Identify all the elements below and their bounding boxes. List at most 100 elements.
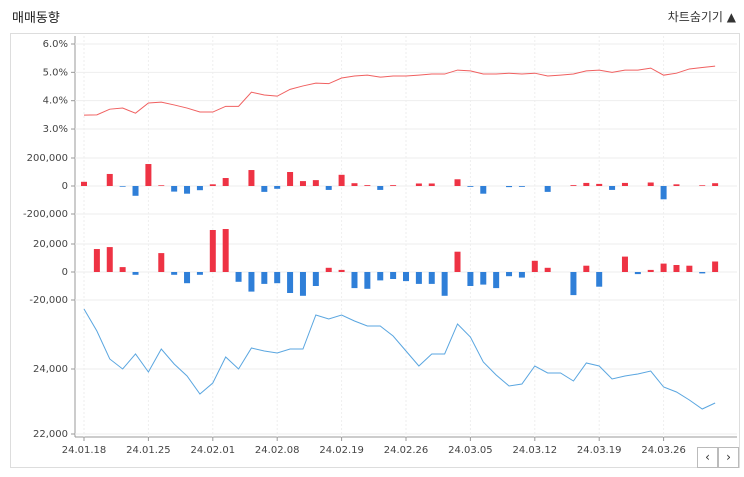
prev-button[interactable]: ‹ xyxy=(697,447,718,468)
bar xyxy=(299,272,306,296)
bar xyxy=(531,260,538,272)
bar xyxy=(171,272,178,275)
line-series xyxy=(83,65,716,116)
y-tick-label: 0 xyxy=(62,267,68,278)
bar xyxy=(712,183,719,186)
bar xyxy=(570,272,577,296)
chart-box xyxy=(10,33,740,468)
bar xyxy=(596,183,603,186)
bar xyxy=(467,272,474,286)
x-tick-label: 24.02.01 xyxy=(191,445,236,456)
bar xyxy=(119,267,126,272)
bar xyxy=(351,183,358,186)
bar xyxy=(596,272,603,287)
bar xyxy=(132,186,139,196)
x-tick-label: 24.03.12 xyxy=(513,445,558,456)
bar xyxy=(184,186,191,194)
x-tick-label: 24.02.19 xyxy=(319,445,364,456)
bar xyxy=(634,272,641,275)
bar xyxy=(132,272,139,275)
bar xyxy=(583,265,590,272)
bar xyxy=(261,186,268,192)
bar xyxy=(184,272,191,284)
bar xyxy=(480,272,487,285)
bar xyxy=(480,186,487,194)
bar xyxy=(106,173,113,186)
next-button[interactable]: › xyxy=(718,447,739,468)
bar xyxy=(583,182,590,186)
bar xyxy=(506,186,513,188)
section-title: 매매동향 xyxy=(12,11,60,26)
bar xyxy=(261,272,268,284)
bar xyxy=(222,178,229,186)
bar xyxy=(454,251,461,272)
bar xyxy=(119,186,126,187)
y-tick-label: 3.0% xyxy=(43,124,68,135)
toggle-chart[interactable]: 차트숨기기 ▲ xyxy=(668,8,736,25)
bar xyxy=(145,164,152,186)
bar xyxy=(454,179,461,186)
bar xyxy=(544,267,551,272)
bar xyxy=(287,172,294,186)
bar xyxy=(467,186,474,187)
bar xyxy=(81,181,87,186)
bar xyxy=(390,185,397,186)
bar xyxy=(209,230,216,272)
x-tick-label: 24.01.18 xyxy=(62,445,107,456)
bar xyxy=(248,272,255,292)
y-tick-label: 5.0% xyxy=(43,67,68,78)
bar xyxy=(621,182,628,186)
bar xyxy=(171,186,178,192)
bar xyxy=(274,272,281,284)
bar xyxy=(287,272,294,293)
bar xyxy=(93,249,100,272)
bar xyxy=(428,183,435,186)
bar xyxy=(570,185,577,186)
bar xyxy=(428,272,435,284)
bar xyxy=(415,272,422,284)
bar xyxy=(660,263,667,272)
bar xyxy=(415,183,422,186)
bar xyxy=(158,185,165,186)
x-tick-label: 24.02.08 xyxy=(255,445,300,456)
bar xyxy=(158,253,165,272)
bar xyxy=(325,186,332,190)
bar xyxy=(312,272,319,286)
toggle-label[interactable]: 차트숨기기 xyxy=(667,10,723,24)
toggle-icon[interactable]: ▲ xyxy=(726,10,736,24)
bar xyxy=(621,256,628,272)
bar xyxy=(518,186,525,187)
bar xyxy=(377,186,384,190)
y-tick-label: 4.0% xyxy=(43,96,68,107)
bar xyxy=(338,174,345,186)
bar xyxy=(544,186,551,192)
y-tick-label: 0 xyxy=(62,181,68,192)
bar xyxy=(712,261,719,272)
bar xyxy=(351,272,358,289)
bar xyxy=(673,184,680,186)
bar xyxy=(390,272,397,279)
bar xyxy=(647,269,654,272)
bar xyxy=(106,247,113,272)
bar xyxy=(686,265,693,272)
bar xyxy=(493,272,500,289)
x-tick-label: 24.03.19 xyxy=(577,445,622,456)
y-tick-label: 22,000 xyxy=(33,429,68,440)
bar xyxy=(196,272,203,275)
bar xyxy=(248,170,255,186)
y-tick-label: 24,000 xyxy=(33,364,68,375)
bar xyxy=(377,272,384,281)
bar xyxy=(441,272,448,296)
bar xyxy=(699,185,706,186)
x-tick-label: 24.01.25 xyxy=(126,445,171,456)
bar xyxy=(209,184,216,186)
bar xyxy=(699,272,706,274)
bar xyxy=(660,186,667,200)
bar xyxy=(364,272,371,289)
bar xyxy=(196,186,203,191)
x-tick-label: 24.02.26 xyxy=(384,445,429,456)
x-tick-label: 24.03.26 xyxy=(641,445,686,456)
bar xyxy=(673,265,680,272)
